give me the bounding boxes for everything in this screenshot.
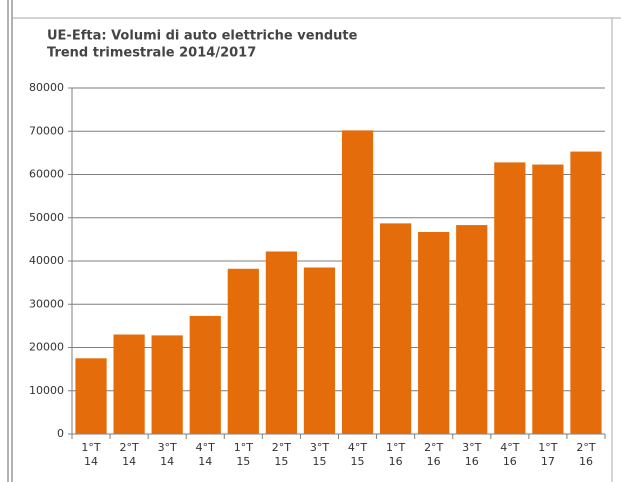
x-tick-label: 14 xyxy=(160,455,174,468)
y-tick-label: 40000 xyxy=(29,254,64,267)
y-tick-label: 20000 xyxy=(29,341,64,354)
y-tick-label: 10000 xyxy=(29,384,64,397)
x-tick-label: 14 xyxy=(122,455,136,468)
chart-title: UE-Efta: Volumi di auto elettriche vendu… xyxy=(47,29,358,44)
x-tick-label: 1°T xyxy=(386,441,405,454)
x-tick-label: 14 xyxy=(198,455,212,468)
bar xyxy=(75,358,107,434)
x-tick-label: 4°T xyxy=(348,441,367,454)
bar xyxy=(418,232,450,434)
x-tick-label: 16 xyxy=(503,455,517,468)
x-tick-label: 14 xyxy=(84,455,98,468)
x-tick-label: 1°T xyxy=(538,441,557,454)
bar xyxy=(494,162,526,434)
x-tick-label: 16 xyxy=(389,455,403,468)
x-tick-label: 3°T xyxy=(462,441,481,454)
bar xyxy=(456,225,488,434)
y-tick-label: 30000 xyxy=(29,297,64,310)
y-tick-label: 50000 xyxy=(29,211,64,224)
chart-subtitle: Trend trimestrale 2014/2017 xyxy=(47,46,256,61)
bar xyxy=(113,334,145,434)
x-tick-label: 16 xyxy=(427,455,441,468)
x-tick-label: 15 xyxy=(351,455,365,468)
bar xyxy=(189,315,221,434)
x-tick-label: 16 xyxy=(579,455,593,468)
bar xyxy=(379,223,412,434)
x-tick-label: 15 xyxy=(274,455,288,468)
bar xyxy=(341,130,374,434)
bar xyxy=(227,268,259,434)
x-tick-label: 1°T xyxy=(81,441,100,454)
x-tick-label: 15 xyxy=(236,455,250,468)
y-tick-label: 60000 xyxy=(29,168,64,181)
x-tick-label: 4°T xyxy=(196,441,215,454)
bar xyxy=(532,164,564,435)
x-tick-label: 3°T xyxy=(310,441,329,454)
x-tick-label: 1°T xyxy=(234,441,253,454)
bar xyxy=(570,151,602,434)
x-tick-label: 2°T xyxy=(119,441,138,454)
x-tick-label: 17 xyxy=(541,455,555,468)
x-tick-label: 2°T xyxy=(272,441,291,454)
x-tick-label: 4°T xyxy=(500,441,519,454)
bar xyxy=(151,335,183,434)
x-tick-label: 15 xyxy=(312,455,326,468)
y-tick-label: 70000 xyxy=(29,124,64,137)
y-tick-label: 0 xyxy=(57,427,64,440)
y-tick-label: 80000 xyxy=(29,81,64,94)
x-tick-label: 16 xyxy=(465,455,479,468)
x-tick-label: 2°T xyxy=(424,441,443,454)
x-tick-label: 2°T xyxy=(576,441,595,454)
bar xyxy=(265,251,298,434)
bar xyxy=(303,267,336,434)
x-tick-label: 3°T xyxy=(158,441,177,454)
